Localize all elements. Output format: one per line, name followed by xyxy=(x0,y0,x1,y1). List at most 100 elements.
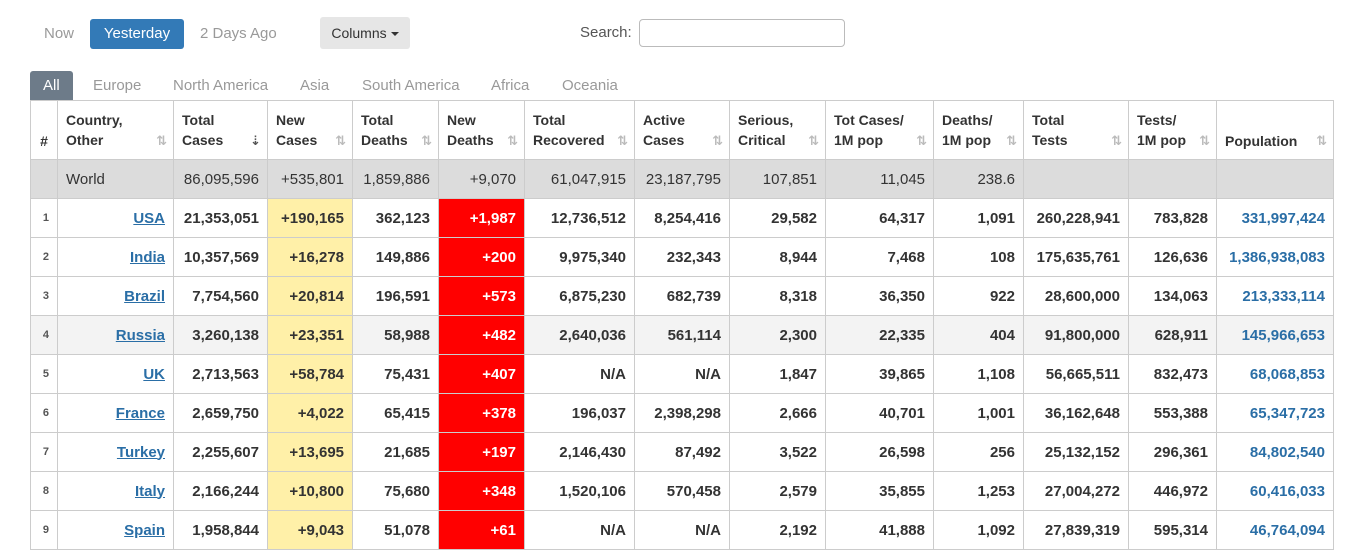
col-new-cases-header[interactable]: New Cases ⇅ xyxy=(267,100,353,160)
active-cases-cell: 87,492 xyxy=(634,432,730,472)
col-new-deaths-header[interactable]: New Deaths ⇅ xyxy=(438,100,525,160)
caret-down-icon xyxy=(390,32,399,37)
country-link[interactable]: Italy xyxy=(134,482,165,500)
sort-arrows-icon[interactable]: ⇅ xyxy=(335,133,346,148)
columns-label: Columns xyxy=(331,25,387,41)
total-recovered-cell: 9,975,340 xyxy=(524,237,635,277)
header-label-line2: 1M pop xyxy=(834,132,883,148)
sort-arrows-icon[interactable]: ⇅ xyxy=(617,133,628,148)
total-cases-cell: 2,659,750 xyxy=(173,393,268,433)
header-label-line2: Deaths xyxy=(447,132,494,148)
serious-critical-cell: 8,944 xyxy=(729,237,826,277)
serious-critical-cell: 3,522 xyxy=(729,432,826,472)
col-total-recovered-header[interactable]: Total Recovered ⇅ xyxy=(524,100,635,160)
total-deaths-cell: 196,591 xyxy=(352,276,439,316)
tab-all[interactable]: All xyxy=(30,71,73,101)
total-tests-cell: 175,635,761 xyxy=(1023,237,1129,277)
cases-per-1m-cell: 22,335 xyxy=(825,315,934,355)
col-total-deaths-header[interactable]: Total Deaths ⇅ xyxy=(352,100,439,160)
col-total-tests-header[interactable]: Total Tests ⇅ xyxy=(1023,100,1129,160)
active-cases-cell: N/A xyxy=(634,354,730,394)
country-cell: World xyxy=(57,159,174,199)
col-country-header[interactable]: Country, Other ⇅ xyxy=(57,100,174,160)
col-active-cases-header[interactable]: Active Cases ⇅ xyxy=(634,100,730,160)
sort-arrows-icon[interactable]: ⇅ xyxy=(421,133,432,148)
total-cases-cell: 1,958,844 xyxy=(173,510,268,550)
serious-critical-cell: 8,318 xyxy=(729,276,826,316)
total-recovered-cell: N/A xyxy=(524,354,635,394)
col-total-cases-header[interactable]: Total Cases ⇣ xyxy=(173,100,268,160)
total-tests-cell xyxy=(1023,159,1129,199)
total-deaths-cell: 65,415 xyxy=(352,393,439,433)
col-cases-per-1m-header[interactable]: Tot Cases/1M pop ⇅ xyxy=(825,100,934,160)
row-index-cell: 8 xyxy=(30,471,58,511)
top-toolbar: Now Yesterday 2 Days Ago Columns Search: xyxy=(0,0,1348,60)
country-link[interactable]: Turkey xyxy=(116,443,165,461)
deaths-per-1m-cell: 108 xyxy=(933,237,1024,277)
sort-desc-icon[interactable]: ⇣ xyxy=(250,133,261,148)
col-tests-per-1m-header[interactable]: Tests/1M pop ⇅ xyxy=(1128,100,1217,160)
table-row: 4 Russia 3,260,138 +23,351 58,988 +482 2,640,0… xyxy=(30,315,1334,355)
sort-arrows-icon[interactable]: ⇅ xyxy=(808,133,819,148)
tab-asia[interactable]: Asia xyxy=(300,77,330,94)
header-label-line2: Population xyxy=(1225,133,1298,149)
header-label-line1: Deaths/ xyxy=(942,112,993,128)
col-serious-critical-header[interactable]: Serious, Critical ⇅ xyxy=(729,100,826,160)
row-index-cell xyxy=(30,159,58,199)
col-population-header[interactable]: Population ⇅ xyxy=(1216,100,1334,160)
yesterday-button[interactable]: Yesterday xyxy=(90,19,184,49)
tab-south-america[interactable]: South America xyxy=(362,77,460,94)
sort-arrows-icon[interactable]: ⇅ xyxy=(712,133,723,148)
tests-per-1m-cell: 595,314 xyxy=(1128,510,1217,550)
deaths-per-1m-cell: 1,108 xyxy=(933,354,1024,394)
total-cases-cell: 10,357,569 xyxy=(173,237,268,277)
country-link[interactable]: India xyxy=(129,248,165,266)
two-days-ago-button[interactable]: 2 Days Ago xyxy=(200,25,277,42)
total-recovered-cell: 6,875,230 xyxy=(524,276,635,316)
total-cases-cell: 2,166,244 xyxy=(173,471,268,511)
new-cases-cell: +20,814 xyxy=(267,276,353,316)
serious-critical-cell: 107,851 xyxy=(729,159,826,199)
country-link[interactable]: France xyxy=(115,404,165,422)
header-label-line1: New xyxy=(447,112,476,128)
header-label-line2: Tests xyxy=(1032,132,1068,148)
now-button[interactable]: Now xyxy=(44,25,75,42)
country-link[interactable]: Russia xyxy=(115,326,165,344)
total-recovered-cell: 196,037 xyxy=(524,393,635,433)
new-deaths-cell: +1,987 xyxy=(438,198,525,238)
new-cases-cell: +16,278 xyxy=(267,237,353,277)
table-row: 8 Italy 2,166,244 +10,800 75,680 +348 1,520,10… xyxy=(30,471,1334,511)
sort-arrows-icon[interactable]: ⇅ xyxy=(1111,133,1122,148)
tab-africa[interactable]: Africa xyxy=(491,77,530,94)
country-cell: Spain xyxy=(57,510,174,550)
serious-critical-cell: 2,579 xyxy=(729,471,826,511)
country-link[interactable]: UK xyxy=(143,365,165,383)
tab-oceania[interactable]: Oceania xyxy=(562,77,618,94)
columns-dropdown-button[interactable]: Columns xyxy=(320,17,410,49)
sort-arrows-icon[interactable]: ⇅ xyxy=(1316,133,1327,148)
population-cell: 65,347,723 xyxy=(1216,393,1334,433)
total-deaths-cell: 1,859,886 xyxy=(352,159,439,199)
sort-arrows-icon[interactable]: ⇅ xyxy=(156,133,167,148)
population-cell: 1,386,938,083 xyxy=(1216,237,1334,277)
table-row: 1 USA 21,353,051 +190,165 362,123 +1,987 12,73… xyxy=(30,198,1334,238)
tab-north-america[interactable]: North America xyxy=(173,77,269,94)
search-input[interactable] xyxy=(639,19,845,47)
new-cases-cell: +10,800 xyxy=(267,471,353,511)
tab-europe[interactable]: Europe xyxy=(93,77,142,94)
country-link[interactable]: USA xyxy=(133,209,165,227)
col-deaths-per-1m-header[interactable]: Deaths/1M pop ⇅ xyxy=(933,100,1024,160)
population-cell: 46,764,094 xyxy=(1216,510,1334,550)
sort-arrows-icon[interactable]: ⇅ xyxy=(507,133,518,148)
country-link[interactable]: Spain xyxy=(124,521,165,539)
cases-per-1m-cell: 40,701 xyxy=(825,393,934,433)
sort-arrows-icon[interactable]: ⇅ xyxy=(916,133,927,148)
country-cell: India xyxy=(57,237,174,277)
table-row: 9 Spain 1,958,844 +9,043 51,078 +61 N/A N/A 2,19… xyxy=(30,510,1334,550)
sort-arrows-icon[interactable]: ⇅ xyxy=(1199,133,1210,148)
sort-arrows-icon[interactable]: ⇅ xyxy=(1006,133,1017,148)
country-link[interactable]: Brazil xyxy=(124,287,165,305)
total-tests-cell: 25,132,152 xyxy=(1023,432,1129,472)
serious-critical-cell: 2,666 xyxy=(729,393,826,433)
row-index-cell: 2 xyxy=(30,237,58,277)
